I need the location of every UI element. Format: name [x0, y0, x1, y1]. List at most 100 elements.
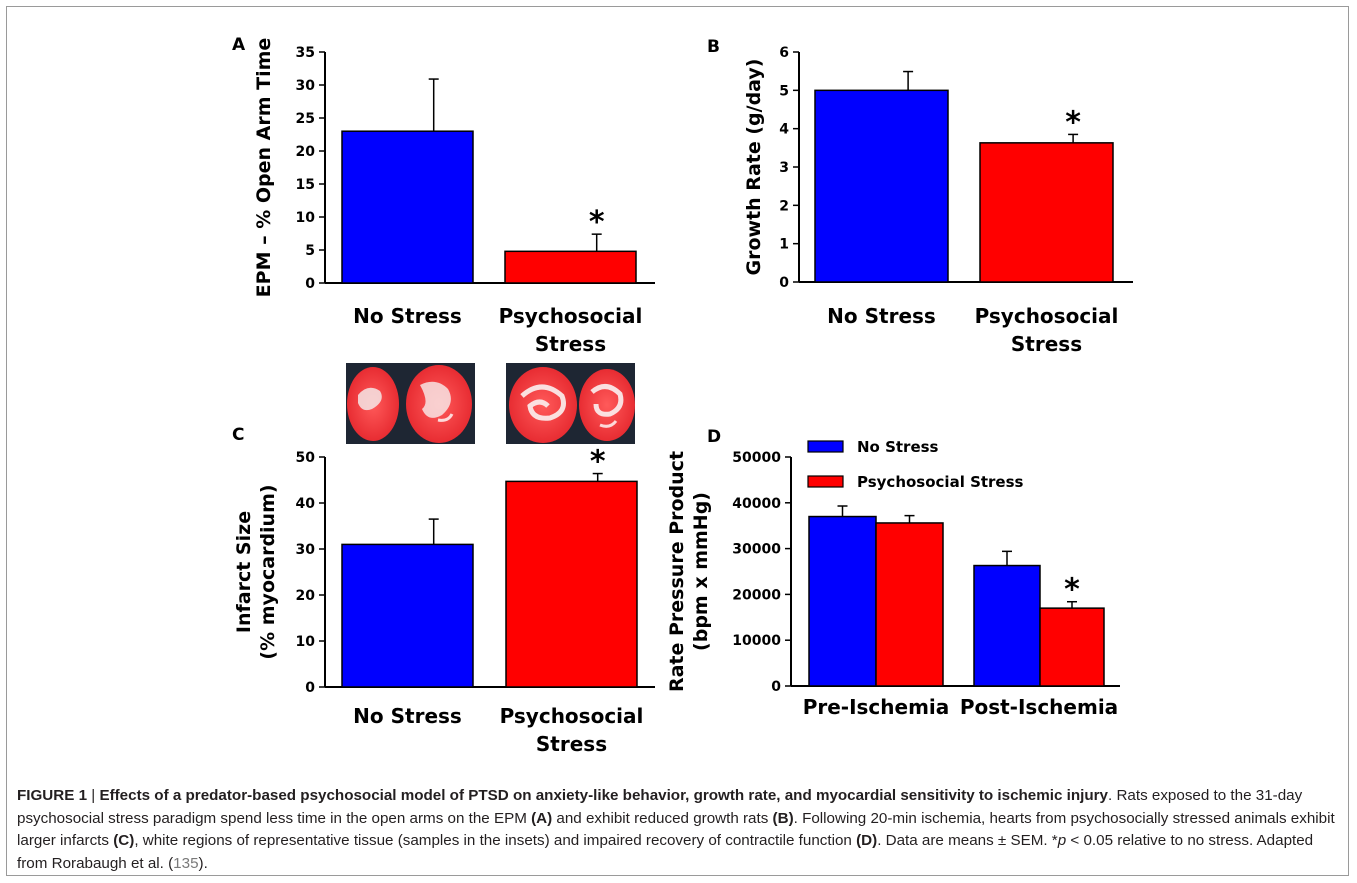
y-tick-label: 2 — [779, 198, 789, 214]
chart-c: 0 10 20 30 40 50 Infarct Size (% myocardium) No … — [233, 445, 655, 756]
legend-swatch-psychosocial-stress — [807, 475, 844, 488]
caption-figure-label: FIGURE 1 — [17, 787, 88, 804]
caption-text: . Rats exposed to the 31-day psychosocia… — [17, 787, 1303, 827]
x-category-label: Post-Ischemia — [960, 695, 1118, 719]
x-category-label: No Stress — [353, 304, 462, 328]
x-category-label: Psychosocial — [975, 304, 1119, 328]
legend-swatch-no-stress — [807, 440, 844, 453]
caption-text: ). — [198, 854, 208, 872]
x-category-label: Stress — [1011, 332, 1082, 356]
caption-text: < 0.05 relative to no stress. Adapted fr… — [17, 832, 1314, 872]
heart-slices-psychosocial-stress-inset — [506, 363, 635, 444]
bar-no-stress — [341, 543, 474, 688]
caption-separator: | — [87, 787, 100, 804]
legend-label-no-stress: No Stress — [857, 438, 939, 456]
y-tick-label: 4 — [779, 122, 789, 138]
bar-no-stress — [973, 564, 1041, 687]
bar-no-stress — [341, 130, 474, 284]
caption-ref-d: (D) — [856, 832, 878, 850]
panel-b: B 0 1 2 3 4 5 6 Growth Rate (g/day) No Stress * Ps… — [707, 37, 1133, 356]
chart-d: 0 10000 20000 30000 40000 50000 Rate Pressure … — [666, 450, 1120, 719]
y-tick-label: 30000 — [732, 542, 781, 558]
y-axis-title-line: Growth Rate (g/day) — [743, 59, 765, 276]
y-axis-title-line: (bpm x mmHg) — [690, 492, 712, 651]
panel-c-letter: C — [232, 425, 244, 445]
caption-text: , white regions of representative tissue… — [134, 832, 857, 850]
figure-frame — [6, 6, 1349, 876]
y-axis-title-line: EPM – % Open Arm Time — [253, 38, 275, 298]
y-axis-title-line: Rate Pressure Product — [666, 451, 688, 692]
chart-b: 0 1 2 3 4 5 6 Growth Rate (g/day) No Stress * Psyc… — [743, 45, 1133, 356]
caption-p-symbol: p — [1057, 832, 1067, 850]
x-category-label: Stress — [536, 732, 607, 756]
y-tick-label: 5 — [779, 83, 789, 99]
caption-ref-b: (B) — [772, 809, 794, 827]
panel-a-letter: A — [232, 35, 246, 55]
caption-citation-link[interactable]: 135 — [173, 854, 199, 872]
y-tick-label: 6 — [779, 45, 789, 61]
y-tick-label: 20000 — [732, 587, 781, 603]
bar-psychosocial-stress — [505, 480, 638, 688]
significance-marker: * — [1065, 105, 1081, 140]
x-category-label: Psychosocial — [499, 304, 643, 328]
y-tick-label: 15 — [296, 177, 315, 193]
significance-marker: * — [589, 205, 605, 240]
significance-marker: * — [590, 445, 606, 480]
y-tick-label: 5 — [305, 243, 315, 259]
panel-b-letter: B — [707, 37, 720, 57]
y-tick-label: 40 — [296, 496, 316, 512]
y-axis-title: Infarct Size (% myocardium) — [233, 484, 279, 659]
caption-text: . Data are means ± SEM. * — [877, 832, 1058, 850]
x-category-label: Psychosocial — [500, 704, 644, 728]
y-tick-label: 10000 — [732, 633, 781, 649]
caption-text: and exhibit reduced growth rats — [552, 809, 773, 827]
y-tick-label: 3 — [779, 160, 789, 176]
y-tick-label: 10 — [296, 634, 316, 650]
x-category-label: No Stress — [353, 704, 462, 728]
y-tick-label: 20 — [296, 144, 316, 160]
figure-caption: FIGURE 1 | Effects of a predator-based p… — [17, 785, 1337, 875]
y-tick-label: 20 — [296, 588, 316, 604]
y-tick-label: 0 — [779, 275, 789, 291]
chart-d-legend: No Stress Psychosocial Stress — [807, 438, 1024, 491]
heart-slices-no-stress-inset — [346, 363, 475, 444]
y-axis-title-line: Infarct Size — [233, 511, 255, 633]
y-tick-label: 0 — [305, 680, 315, 696]
y-tick-label: 35 — [296, 45, 315, 61]
caption-ref-c: (C) — [113, 832, 135, 850]
x-category-label: No Stress — [827, 304, 936, 328]
y-tick-label: 1 — [779, 237, 789, 253]
y-axis-title-line: (% myocardium) — [257, 484, 279, 659]
caption-ref-a: (A) — [531, 809, 553, 827]
bar-psychosocial-stress — [504, 250, 637, 284]
bar-psychosocial-stress — [1039, 607, 1105, 687]
y-tick-label: 0 — [305, 276, 315, 292]
y-axis-title: Rate Pressure Product (bpm x mmHg) — [666, 451, 712, 692]
y-tick-label: 50000 — [732, 450, 781, 466]
legend-label-psychosocial-stress: Psychosocial Stress — [857, 473, 1024, 491]
y-tick-label: 25 — [296, 111, 315, 127]
bar-psychosocial-stress — [875, 522, 944, 687]
bar-no-stress — [808, 515, 877, 687]
panel-a: A 0 5 10 15 20 25 30 35 EPM – % Open Arm Time No … — [232, 35, 655, 356]
y-tick-label: 40000 — [732, 496, 781, 512]
bar-psychosocial-stress — [979, 142, 1114, 283]
y-tick-label: 50 — [296, 450, 316, 466]
y-axis-title: Growth Rate (g/day) — [743, 59, 765, 276]
x-category-label: Stress — [535, 332, 606, 356]
bar-no-stress — [814, 89, 949, 283]
y-tick-label: 30 — [296, 78, 316, 94]
panel-d-letter: D — [707, 427, 721, 447]
significance-marker: * — [1064, 573, 1080, 608]
y-tick-label: 30 — [296, 542, 316, 558]
y-tick-label: 0 — [771, 679, 781, 695]
chart-a: 0 5 10 15 20 25 30 35 EPM – % Open Arm Time No St… — [253, 38, 655, 356]
panel-c: C 0 10 20 30 40 50 Infarct Size (% myocardium) N… — [232, 425, 655, 756]
caption-text: . Following 20-min ischemia, hearts from… — [17, 809, 1335, 850]
y-axis-title: EPM – % Open Arm Time — [253, 38, 275, 298]
caption-title: Effects of a predator-based psychosocial… — [99, 787, 1108, 804]
x-category-label: Pre-Ischemia — [803, 695, 950, 719]
panel-d: D 0 10000 20000 30000 40000 50000 Rate Pressur… — [666, 427, 1120, 719]
y-tick-label: 10 — [296, 210, 316, 226]
